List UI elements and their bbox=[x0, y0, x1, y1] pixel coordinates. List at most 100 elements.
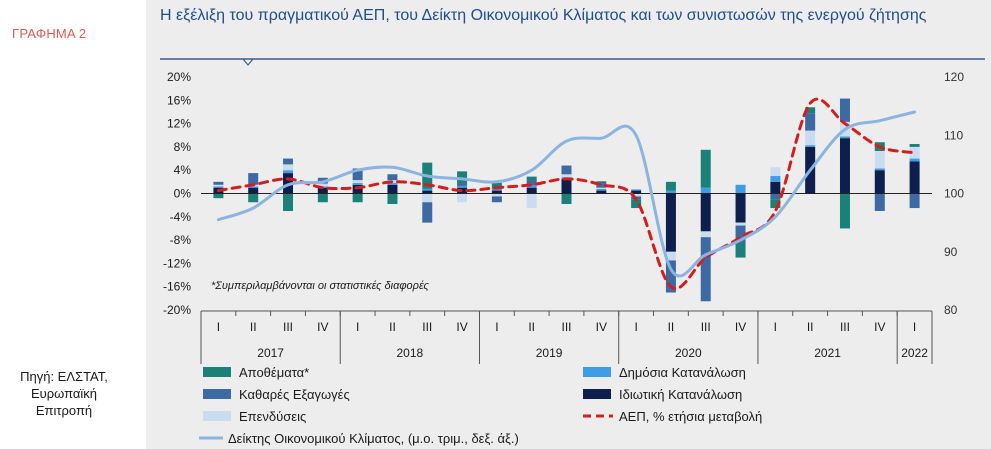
bar-segment bbox=[491, 193, 502, 197]
bar-segment bbox=[631, 190, 642, 194]
source-line: Επιτροπή bbox=[35, 403, 93, 418]
bar-segment bbox=[735, 184, 746, 194]
bar-segment bbox=[805, 130, 816, 146]
bar-segment bbox=[665, 260, 676, 293]
bar-segment bbox=[631, 193, 642, 197]
bar-segment bbox=[526, 176, 537, 180]
bar-segment bbox=[839, 193, 850, 229]
bar-segment bbox=[839, 136, 850, 139]
bar-segment bbox=[700, 149, 711, 188]
left-axis-tick-label: -12% bbox=[163, 256, 191, 270]
bar-segment bbox=[491, 183, 502, 189]
quarter-label: II bbox=[528, 320, 535, 334]
bar-segment bbox=[596, 181, 607, 184]
bar-segment bbox=[526, 193, 537, 209]
quarter-label: IV bbox=[596, 320, 607, 334]
bar-segment bbox=[700, 237, 711, 302]
bar-segment bbox=[457, 193, 468, 203]
quarter-label: I bbox=[217, 320, 220, 334]
quarter-label: I bbox=[913, 320, 916, 334]
bar-segment bbox=[665, 193, 676, 252]
bar-segment bbox=[317, 193, 328, 203]
bar-segment bbox=[387, 174, 398, 181]
bar-segment bbox=[491, 188, 502, 191]
quarter-label: II bbox=[807, 320, 814, 334]
bar-segment bbox=[596, 187, 607, 189]
bar-segment bbox=[735, 193, 746, 223]
chart-note: *Συμπεριλαμβάνονται οι στατιστικές διαφο… bbox=[211, 280, 430, 292]
bar-segment bbox=[387, 184, 398, 194]
bar-segment bbox=[596, 183, 607, 188]
bar-segment bbox=[874, 150, 885, 169]
bar-segment bbox=[317, 187, 328, 194]
left-axis-tick-label: -20% bbox=[163, 303, 191, 317]
bar-segment bbox=[909, 143, 920, 147]
source-note: Πηγή: ΕΛΣΤΑΤ, Ευρωπαϊκή Επιτροπή bbox=[0, 368, 128, 419]
quarter-label: IV bbox=[317, 320, 328, 334]
legend-swatch bbox=[203, 367, 231, 377]
left-axis-tick-label: 16% bbox=[167, 93, 191, 107]
left-axis-tick-label: -8% bbox=[170, 233, 192, 247]
right-axis-tick-label: 110 bbox=[944, 128, 963, 142]
year-label: 2017 bbox=[257, 346, 284, 360]
legend-swatch bbox=[203, 411, 231, 421]
bar-segment bbox=[805, 145, 816, 147]
bar-segment bbox=[526, 185, 537, 188]
quarter-label: II bbox=[250, 320, 257, 334]
bar-segment bbox=[909, 161, 920, 194]
bar-segment bbox=[735, 225, 746, 244]
bar-segment bbox=[248, 193, 259, 203]
bar-segment bbox=[213, 181, 224, 185]
bar-segment bbox=[805, 113, 816, 131]
bar-segment bbox=[770, 167, 781, 177]
chart-panel bbox=[146, 0, 991, 449]
bar-segment bbox=[839, 138, 850, 194]
chart-title: Η εξέλιξη του πραγματικού ΑΕΠ, του Δείκτ… bbox=[160, 7, 927, 24]
bar-segment bbox=[631, 189, 642, 191]
bar-segment bbox=[422, 193, 433, 203]
bar-segment bbox=[283, 170, 294, 174]
legend-label: Δημόσια Κατανάλωση bbox=[619, 365, 746, 380]
bar-segment bbox=[700, 231, 711, 238]
left-axis-tick-label: 4% bbox=[174, 163, 192, 177]
bar-segment bbox=[874, 168, 885, 171]
bar-segment bbox=[248, 173, 259, 185]
bar-segment bbox=[735, 243, 746, 258]
bar-segment bbox=[665, 190, 676, 194]
bar-segment bbox=[770, 176, 781, 182]
bar-segment bbox=[805, 107, 816, 114]
bar-segment bbox=[352, 193, 363, 203]
bar-segment bbox=[561, 178, 572, 194]
legend-swatch bbox=[583, 389, 611, 399]
bar-segment bbox=[596, 188, 607, 191]
legend-label: ΑΕΠ, % ετήσια μεταβολή bbox=[619, 409, 762, 424]
bar-segment bbox=[909, 193, 920, 209]
left-axis-tick-label: -4% bbox=[170, 210, 192, 224]
left-axis-tick-label: 12% bbox=[167, 117, 191, 131]
bar-segment bbox=[665, 251, 676, 261]
bar-segment bbox=[770, 181, 781, 194]
legend-label: Επενδύσεις bbox=[239, 409, 306, 424]
bar-segment bbox=[387, 183, 398, 185]
economic-sentiment-line bbox=[216, 110, 917, 278]
quarter-label: II bbox=[668, 320, 675, 334]
quarter-label: II bbox=[389, 320, 396, 334]
quarter-label: IV bbox=[874, 320, 885, 334]
year-label: 2021 bbox=[814, 346, 841, 360]
legend-label: Αποθέματα* bbox=[239, 365, 309, 380]
quarter-label: I bbox=[356, 320, 359, 334]
quarter-label: I bbox=[495, 320, 498, 334]
bar-segment bbox=[909, 146, 920, 159]
source-line: Ευρωπαϊκή bbox=[30, 386, 98, 401]
bar-segment bbox=[735, 222, 746, 226]
figure-label: ΓΡΑΦΗΜΑ 2 bbox=[12, 26, 87, 41]
bar-segment bbox=[631, 199, 642, 209]
bar-segment bbox=[700, 193, 711, 232]
bar-segment bbox=[561, 193, 572, 204]
bar-segment bbox=[422, 188, 433, 191]
left-axis-tick-label: 20% bbox=[167, 70, 191, 84]
bar-segment bbox=[457, 185, 468, 188]
bar-segment bbox=[596, 190, 607, 194]
right-axis-tick-label: 80 bbox=[944, 303, 958, 317]
bar-segment bbox=[561, 174, 572, 178]
